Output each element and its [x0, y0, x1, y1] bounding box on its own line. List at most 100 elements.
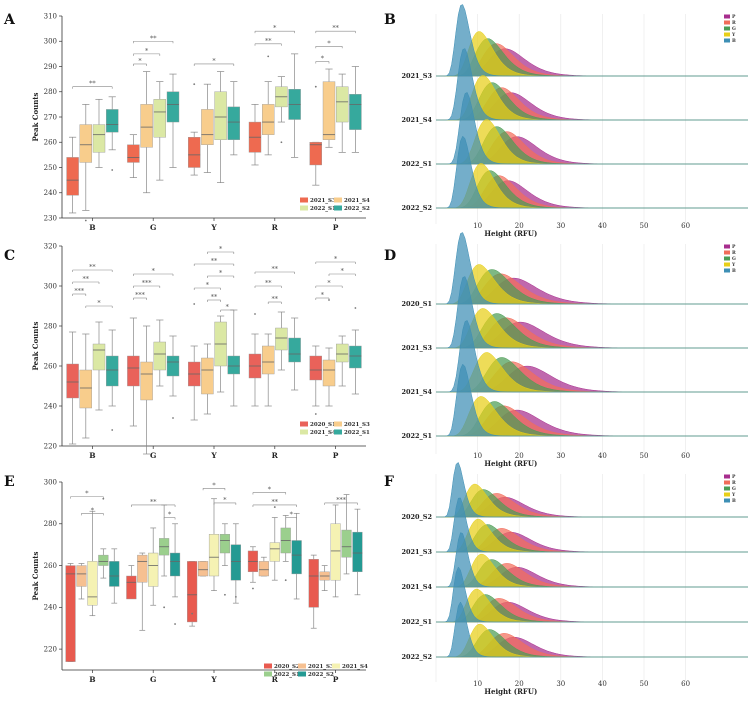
y-tick-label: 260 [44, 139, 57, 147]
panel-label-b: B [384, 12, 396, 28]
boxplot-panel-a: 230 240 250 260 270 280 290 300 310 Peak Counts B G… [31, 12, 370, 232]
significance-label: * [321, 54, 325, 62]
significance-label: * [321, 291, 325, 299]
legend-label: B [732, 268, 736, 274]
x-tick-label: 30 [556, 222, 565, 230]
panel-label-f: F [384, 474, 394, 490]
box-body [275, 327, 288, 351]
significance-bracket: * [252, 485, 287, 495]
box-2022_S2-Y [227, 81, 241, 156]
y-tick-label: 310 [44, 12, 57, 20]
significance-label: *** [135, 291, 146, 299]
box-2021_S4-Y [214, 315, 227, 393]
box-2022_S2-R [291, 512, 302, 600]
box-body [341, 529, 352, 558]
outlier-point [174, 623, 176, 625]
box-2020_S1-P [309, 345, 322, 415]
box-body [258, 561, 269, 577]
significance-bracket: *** [133, 279, 161, 288]
x-tick-label-y: Y [210, 451, 217, 460]
significance-bracket: * [70, 490, 104, 499]
significance-label: * [91, 506, 95, 514]
box-body [308, 559, 319, 608]
box-body [219, 534, 230, 554]
x-tick-label: 50 [640, 222, 649, 230]
significance-bracket: * [315, 255, 356, 264]
legend-swatch [724, 480, 730, 485]
y-tick-label: 270 [44, 113, 57, 121]
box-body [208, 534, 220, 577]
box-2021_S3-R [248, 104, 262, 166]
significance-bracket: * [315, 39, 343, 49]
x-tick-label-b: B [89, 451, 95, 460]
x-tick-label-p: P [333, 223, 339, 232]
box-2022_S2-P [352, 508, 363, 596]
box-2020_S2-G [126, 565, 137, 600]
x-tick-label-b: B [89, 675, 95, 684]
box-2022_S1-R [275, 76, 288, 144]
row-label: 2021_S4 [401, 583, 432, 591]
box-body [352, 531, 363, 573]
y-axis-label: Peak Counts [31, 321, 40, 370]
box-2021_S3-P [309, 85, 322, 186]
significance-bracket: ** [193, 257, 235, 266]
outlier-point [267, 55, 270, 58]
legend-swatch [332, 663, 340, 669]
legend-swatch [334, 421, 342, 427]
y-tick-label: 300 [44, 38, 57, 46]
significance-bracket: * [328, 267, 356, 276]
significance-label: ** [272, 498, 279, 506]
legend-swatch [724, 20, 730, 25]
significance-bracket: ** [207, 293, 221, 302]
density-Y [436, 553, 748, 588]
box-2021_S4-R [262, 55, 275, 156]
box-body [127, 355, 140, 387]
row-label: 2021_S3 [401, 72, 432, 80]
legend-swatch [300, 205, 308, 211]
significance-label: ** [265, 279, 272, 287]
box-2021_S4-R [269, 506, 280, 581]
y-axis-label: Peak Counts [31, 551, 40, 600]
box-2022_S1-G [159, 504, 170, 609]
y-tick-label: 220 [44, 442, 57, 450]
significance-bracket: ** [131, 498, 176, 507]
outlier-point [172, 417, 174, 419]
significance-bracket: ** [254, 265, 295, 274]
box-2022_S1-G [153, 81, 167, 181]
box-2021_S4-G [148, 527, 159, 606]
legend-swatch [300, 197, 308, 203]
x-tick-label-p: P [333, 675, 339, 684]
y-tick-label: 240 [44, 402, 57, 410]
row-label: 2022_S2 [401, 653, 432, 661]
legend-swatch [334, 205, 342, 211]
significance-label: * [85, 490, 89, 498]
x-axis-label: Height (RFU) [484, 229, 537, 238]
ridge-row-2022_S2: 2022_S2 [401, 601, 748, 661]
legend-label: P [732, 244, 736, 250]
significance-label: ** [150, 34, 157, 42]
significance-label: ** [272, 295, 279, 303]
y-tick-label: 240 [44, 604, 57, 612]
box-body [262, 104, 275, 135]
box-body [109, 561, 120, 587]
box-2020_S1-G [127, 317, 140, 427]
box-2021_S3-P [319, 565, 330, 591]
legend-label: P [732, 14, 736, 20]
significance-label: ** [150, 498, 157, 506]
x-tick-label: 40 [598, 222, 607, 230]
x-tick-label: 60 [681, 680, 690, 688]
box-2021_S3-Y [187, 83, 201, 176]
box-body [148, 552, 159, 587]
box-2022_S1-R [280, 515, 291, 582]
box-body [291, 540, 302, 575]
box-2020_S1-Y [187, 303, 201, 421]
panel-label-d: D [384, 248, 396, 264]
significance-label: * [268, 485, 272, 493]
outlier-point [111, 169, 114, 171]
outlier-point [314, 85, 317, 88]
legend-label: R [732, 20, 736, 26]
box-2020_S2-P [308, 554, 319, 629]
x-axis-label: Height (RFU) [484, 687, 537, 696]
